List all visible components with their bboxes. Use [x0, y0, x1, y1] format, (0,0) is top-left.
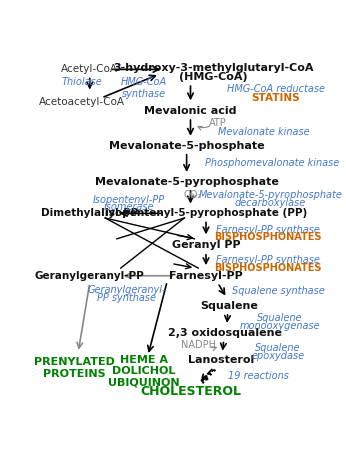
- Text: Mevalonate-5-pyrophosphate: Mevalonate-5-pyrophosphate: [198, 190, 342, 200]
- Text: CHOLESTEROL: CHOLESTEROL: [140, 385, 241, 398]
- Text: Squalene: Squalene: [255, 343, 301, 353]
- Text: Mevalonate-5-phosphate: Mevalonate-5-phosphate: [109, 141, 264, 151]
- Text: ATP: ATP: [209, 118, 227, 128]
- Text: HMG-CoA reductase: HMG-CoA reductase: [227, 85, 325, 94]
- Text: Farnesyl-PP synthase: Farnesyl-PP synthase: [216, 225, 320, 234]
- Text: BISPHOSPHONATES: BISPHOSPHONATES: [214, 263, 322, 273]
- Text: Farnesyl-PP: Farnesyl-PP: [169, 271, 243, 281]
- Text: Squalene: Squalene: [257, 313, 302, 323]
- Text: HMG-CoA
synthase: HMG-CoA synthase: [121, 77, 167, 99]
- Text: Dimethylallyl-PP: Dimethylallyl-PP: [41, 208, 138, 218]
- Text: decarboxylase: decarboxylase: [235, 198, 306, 207]
- Text: Mevalonate-5-pyrophosphate: Mevalonate-5-pyrophosphate: [95, 177, 279, 187]
- Text: Acetyl-CoA: Acetyl-CoA: [61, 64, 118, 74]
- Text: BISPHOSPHONATES: BISPHOSPHONATES: [214, 232, 322, 242]
- Text: Isopentenyl-5-pyrophosphate (PP): Isopentenyl-5-pyrophosphate (PP): [105, 208, 307, 218]
- Text: CO₂: CO₂: [184, 190, 202, 200]
- Text: PP synthase: PP synthase: [98, 293, 156, 303]
- Text: Acetoacetyl-CoA: Acetoacetyl-CoA: [39, 97, 125, 107]
- Text: STATINS: STATINS: [252, 93, 300, 103]
- Text: Farnesyl-PP synthase: Farnesyl-PP synthase: [216, 255, 320, 266]
- Text: 2,3 oxidosqualene: 2,3 oxidosqualene: [169, 328, 282, 338]
- Text: Mevalonate kinase: Mevalonate kinase: [218, 127, 310, 137]
- Text: epoxydase: epoxydase: [252, 351, 304, 361]
- Text: Squalene synthase: Squalene synthase: [232, 286, 325, 296]
- Text: monooxygenase: monooxygenase: [239, 321, 320, 331]
- Text: Geranylgeranyl-PP: Geranylgeranyl-PP: [35, 271, 145, 281]
- Text: Lanosterol: Lanosterol: [188, 356, 255, 365]
- Text: Mevalonic acid: Mevalonic acid: [144, 106, 237, 116]
- Text: HEME A
DOLICHOL
UBIQUINON: HEME A DOLICHOL UBIQUINON: [108, 355, 180, 388]
- Text: 3-hydroxy-3-methylglutaryl-CoA: 3-hydroxy-3-methylglutaryl-CoA: [113, 63, 314, 73]
- Text: PRENYLATED
PROTEINS: PRENYLATED PROTEINS: [34, 357, 115, 379]
- Text: 19 reactions: 19 reactions: [228, 371, 289, 381]
- Text: NADPH: NADPH: [181, 340, 216, 350]
- Text: Geranyl PP: Geranyl PP: [172, 240, 240, 250]
- Text: Squalene: Squalene: [200, 301, 258, 311]
- Text: (HMG-CoA): (HMG-CoA): [180, 72, 248, 82]
- Text: Isopentenyl-PP: Isopentenyl-PP: [92, 194, 165, 205]
- Text: Phosphomevalonate kinase: Phosphomevalonate kinase: [205, 158, 339, 168]
- Text: isomerase: isomerase: [103, 202, 154, 212]
- Text: Geranylgeranyl-: Geranylgeranyl-: [88, 285, 166, 295]
- Text: Thiolase: Thiolase: [62, 77, 102, 87]
